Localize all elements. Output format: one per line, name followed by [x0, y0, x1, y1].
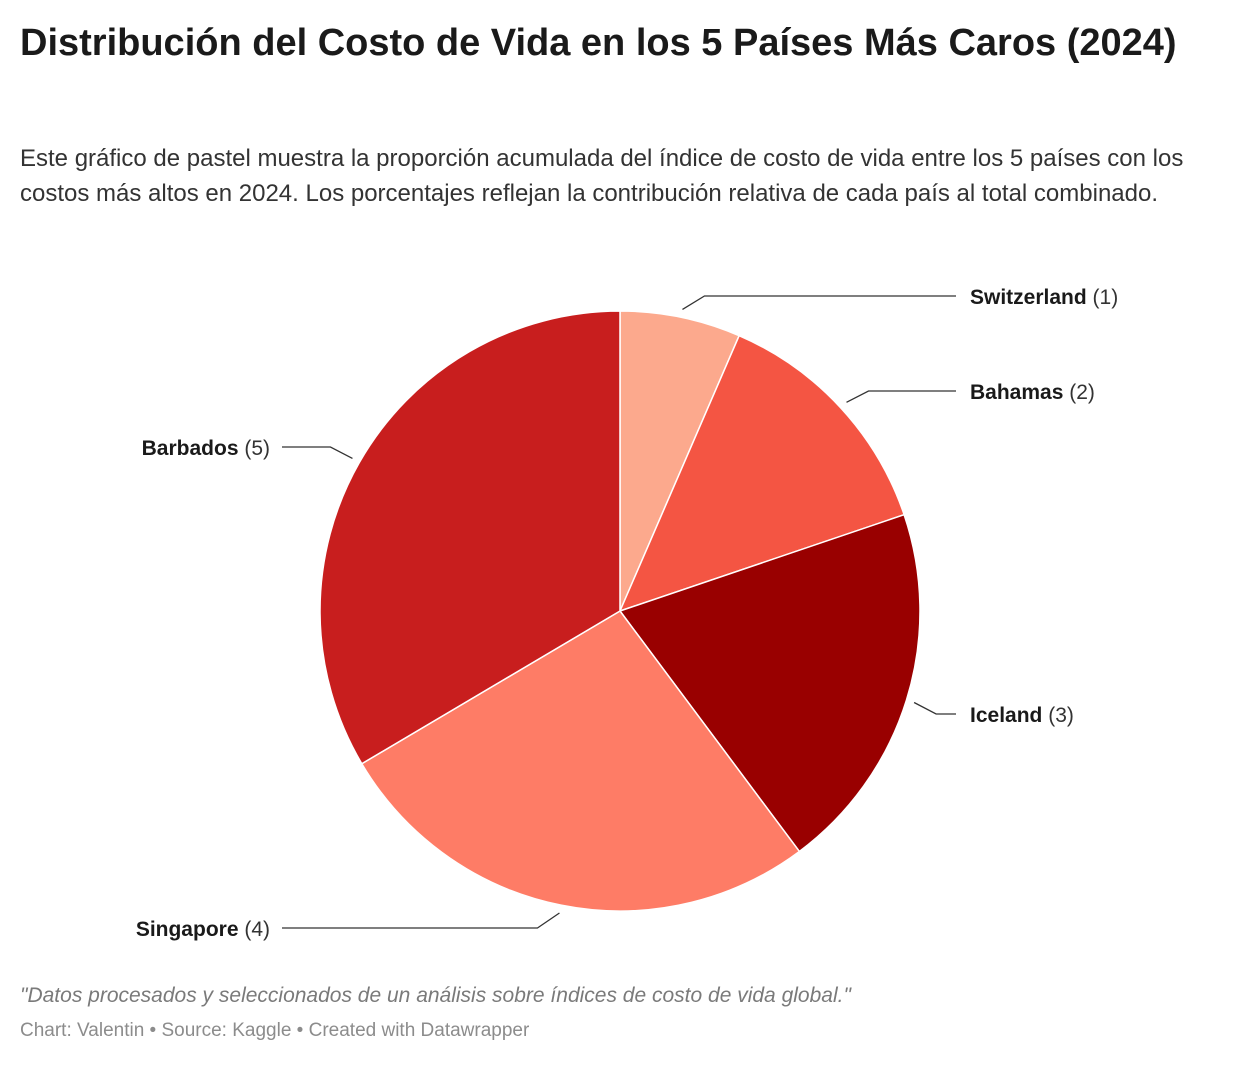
chart-notes: "Datos procesados y seleccionados de un … [20, 984, 851, 1007]
slice-label-name: Iceland [970, 704, 1042, 727]
slice-label-rank: (1) [1087, 286, 1119, 309]
pie-slice-barbados [319, 310, 621, 765]
leader-line-barbados [282, 446, 353, 459]
pie-labels: Switzerland (1) Bahamas (2) Iceland (3) Sin… [136, 286, 1118, 941]
leader-line-singapore [282, 912, 560, 929]
slice-label-switzerland: Switzerland (1) [970, 286, 1118, 309]
slice-label-rank: (4) [239, 918, 271, 941]
chart-subtitle: Este gráfico de pastel muestra la propor… [20, 145, 1184, 207]
chart-credits: Chart: Valentin • Source: Kaggle • Creat… [20, 1020, 530, 1041]
slice-label-rank: (5) [239, 437, 271, 460]
slice-label-iceland: Iceland (3) [970, 704, 1074, 727]
pie-slice-switzerland [619, 310, 741, 612]
leader-line-switzerland [682, 295, 956, 310]
leader-line-bahamas [846, 390, 956, 403]
pie-slice-bahamas [618, 334, 906, 613]
slice-label-name: Switzerland [970, 286, 1087, 309]
slice-label-barbados: Barbados (5) [142, 437, 270, 460]
slice-label-name: Singapore [136, 918, 239, 941]
leader-line-iceland [913, 701, 956, 715]
slice-label-bahamas: Bahamas (2) [970, 381, 1095, 404]
slice-label-name: Barbados [142, 437, 239, 460]
pie-slice-iceland [618, 513, 921, 853]
slice-label-rank: (2) [1063, 381, 1095, 404]
pie-slices [319, 310, 921, 912]
slice-label-singapore: Singapore (4) [136, 918, 270, 941]
pie-slice-singapore [360, 610, 801, 912]
chart-title: Distribución del Costo de Vida en los 5 … [20, 22, 1177, 64]
slice-label-rank: (3) [1042, 704, 1074, 727]
slice-label-name: Bahamas [970, 381, 1063, 404]
